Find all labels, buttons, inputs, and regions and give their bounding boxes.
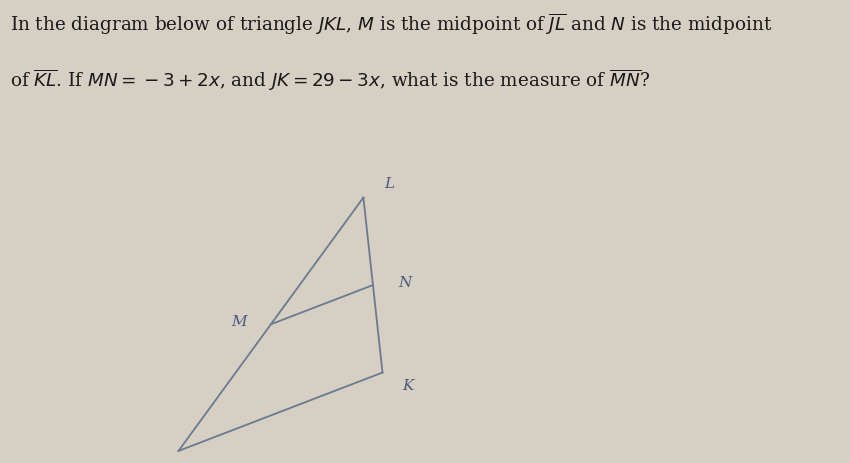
Text: L: L bbox=[384, 176, 394, 190]
Text: J: J bbox=[162, 462, 169, 463]
Text: K: K bbox=[402, 378, 414, 392]
Text: In the diagram below of triangle $JKL$, $M$ is the midpoint of $\overline{JL}$ a: In the diagram below of triangle $JKL$, … bbox=[10, 12, 773, 37]
Text: N: N bbox=[398, 275, 411, 289]
Text: M: M bbox=[231, 314, 246, 329]
Text: of $\overline{KL}$. If $MN = -3 + 2x$, and $JK = 29 - 3x$, what is the measure o: of $\overline{KL}$. If $MN = -3 + 2x$, a… bbox=[10, 67, 650, 93]
